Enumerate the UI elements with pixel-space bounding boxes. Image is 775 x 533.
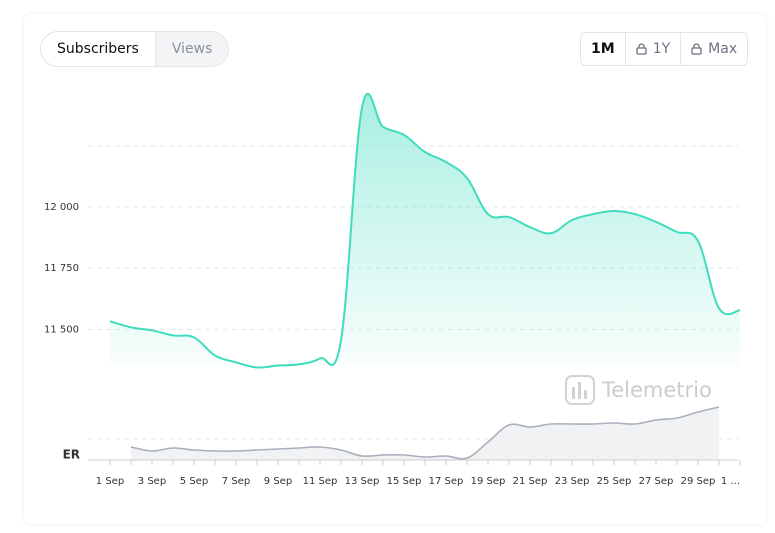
range-button[interactable]: 1M bbox=[581, 33, 625, 65]
watermark-text: Telemetrio bbox=[601, 378, 712, 402]
range-toggle: 1M 1Y Max bbox=[580, 32, 749, 66]
x-tick-label: 23 Sep bbox=[555, 476, 590, 487]
lock-icon bbox=[636, 43, 647, 55]
x-tick-label: 13 Sep bbox=[345, 476, 380, 487]
x-tick-label: 25 Sep bbox=[597, 476, 632, 487]
x-tick-label: 17 Sep bbox=[429, 476, 464, 487]
er-label: ER bbox=[63, 448, 80, 462]
range-label: 1M bbox=[591, 41, 615, 57]
y-tick-label: 11 500 bbox=[44, 324, 79, 335]
line bbox=[109, 92, 741, 369]
range-button[interactable]: 1Y bbox=[624, 33, 680, 65]
watermark: Telemetrio bbox=[565, 375, 712, 405]
x-tick-label: 19 Sep bbox=[471, 476, 506, 487]
x-tick-label: 21 Sep bbox=[513, 476, 548, 487]
x-tick-label: 11 Sep bbox=[303, 476, 338, 487]
range-label: Max bbox=[708, 41, 738, 57]
lock-icon bbox=[691, 43, 702, 55]
range-button[interactable]: Max bbox=[680, 33, 747, 65]
er-area bbox=[131, 407, 719, 460]
x-tick-label: 1 ... bbox=[721, 476, 740, 487]
x-tick-label: 7 Sep bbox=[222, 476, 250, 487]
er-line bbox=[130, 406, 720, 460]
x-tick-label: 15 Sep bbox=[387, 476, 422, 487]
metric-button[interactable]: Views bbox=[154, 32, 229, 66]
x-tick-label: 1 Sep bbox=[96, 476, 124, 487]
x-tick-label: 3 Sep bbox=[138, 476, 166, 487]
area-fill bbox=[110, 93, 740, 368]
metric-button[interactable]: Subscribers bbox=[57, 41, 139, 57]
x-tick-label: 5 Sep bbox=[180, 476, 208, 487]
x-tick-label: 29 Sep bbox=[681, 476, 716, 487]
x-tick-label: 9 Sep bbox=[264, 476, 292, 487]
x-tick-label: 27 Sep bbox=[639, 476, 674, 487]
y-tick-label: 11 750 bbox=[44, 263, 79, 274]
metric-toggle: Subscribers Views bbox=[40, 31, 230, 67]
range-label: 1Y bbox=[652, 41, 671, 57]
y-tick-label: 12 000 bbox=[44, 202, 79, 213]
